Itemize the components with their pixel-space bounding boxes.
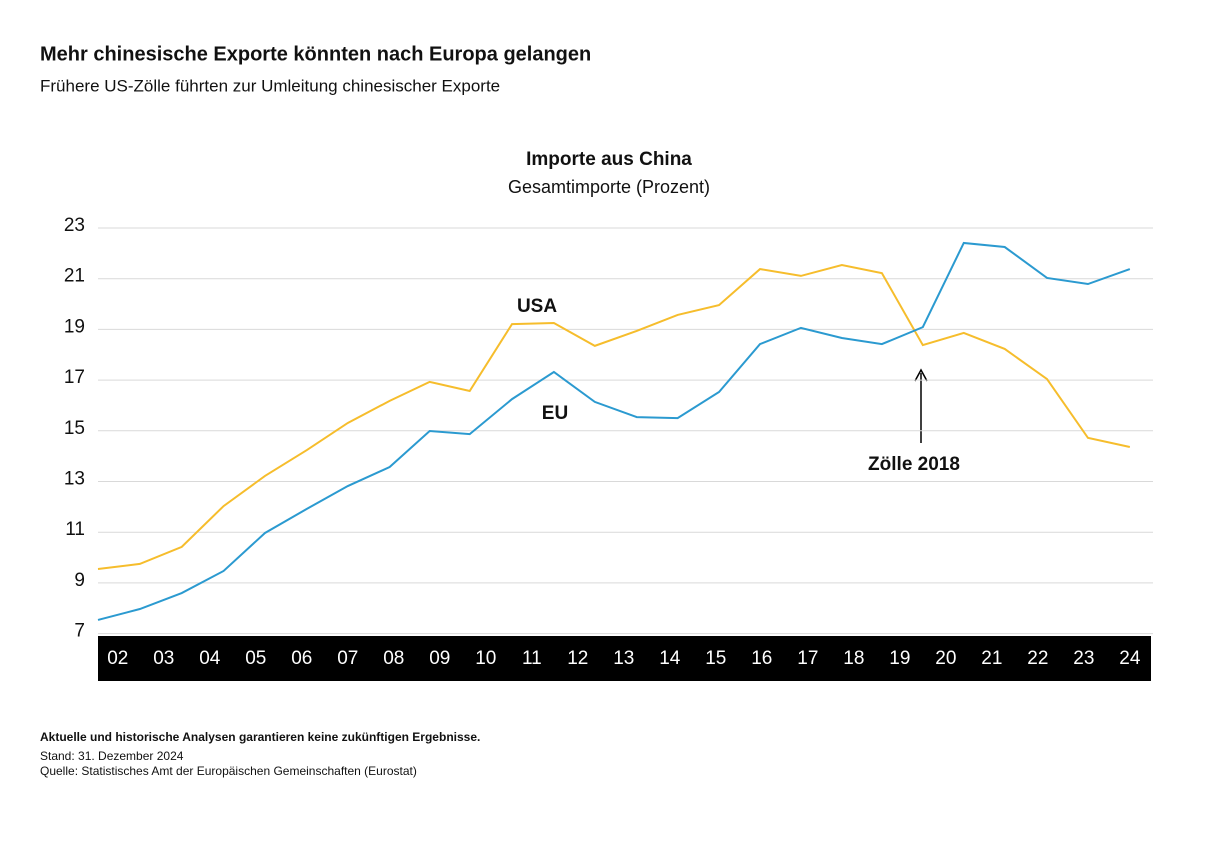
page-subtitle: Frühere US-Zölle führten zur Umleitung c…: [40, 76, 500, 95]
y-tick-label: 13: [64, 469, 85, 490]
x-tick-label: 02: [107, 648, 128, 669]
x-tick-label: 15: [705, 648, 726, 669]
x-tick-label: 22: [1027, 648, 1048, 669]
footnote: Quelle: Statistisches Amt der Europäisch…: [40, 764, 417, 778]
y-tick-label: 19: [64, 316, 85, 337]
chart-subtitle: Gesamtimporte (Prozent): [508, 177, 710, 197]
y-tick-label: 15: [64, 418, 85, 439]
x-tick-label: 24: [1119, 648, 1141, 669]
x-tick-label: 10: [475, 648, 496, 669]
y-tick-label: 9: [74, 570, 85, 591]
x-tick-label: 19: [889, 648, 910, 669]
x-tick-label: 03: [153, 648, 174, 669]
x-tick-label: 13: [613, 648, 634, 669]
x-tick-label: 20: [935, 648, 956, 669]
x-tick-label: 17: [797, 648, 818, 669]
x-tick-label: 06: [291, 648, 312, 669]
x-tick-label: 05: [245, 648, 266, 669]
chart-title: Importe aus China: [526, 149, 692, 170]
x-tick-label: 04: [199, 648, 221, 669]
x-tick-label: 07: [337, 648, 358, 669]
footnote: Stand: 31. Dezember 2024: [40, 749, 184, 763]
x-tick-label: 08: [383, 648, 404, 669]
series-label: USA: [517, 296, 557, 317]
x-tick-label: 21: [981, 648, 1002, 669]
y-tick-label: 11: [65, 519, 85, 540]
series-line: [97, 263, 1131, 570]
series-line: [97, 241, 1131, 621]
x-tick-label: 11: [522, 648, 542, 669]
page-title: Mehr chinesische Exporte könnten nach Eu…: [40, 43, 591, 65]
x-tick-label: 16: [751, 648, 772, 669]
y-tick-label: 7: [74, 621, 85, 642]
x-tick-label: 12: [567, 648, 588, 669]
annotation: Zölle 2018: [868, 454, 960, 475]
x-tick-label: 09: [429, 648, 450, 669]
arrow-head: [914, 368, 928, 382]
x-axis-band: [98, 636, 1151, 681]
y-tick-label: 21: [64, 266, 85, 287]
series-label: EU: [542, 403, 568, 424]
x-tick-label: 18: [843, 648, 864, 669]
y-tick-label: 23: [64, 215, 85, 236]
x-tick-label: 23: [1073, 648, 1094, 669]
footnote: Aktuelle und historische Analysen garant…: [40, 730, 480, 744]
y-tick-label: 17: [64, 367, 85, 388]
x-tick-label: 14: [659, 648, 681, 669]
